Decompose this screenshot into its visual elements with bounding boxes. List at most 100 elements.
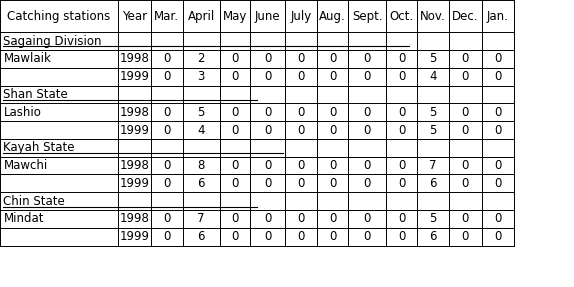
Text: 0: 0	[163, 159, 170, 172]
Text: 0: 0	[494, 230, 501, 243]
Text: 0: 0	[264, 106, 271, 119]
Text: 0: 0	[163, 70, 170, 83]
Text: Lashio: Lashio	[3, 106, 41, 119]
Text: Nov.: Nov.	[420, 9, 446, 23]
Text: Jan.: Jan.	[487, 9, 509, 23]
Text: 0: 0	[494, 106, 501, 119]
Text: 0: 0	[231, 230, 238, 243]
Text: 0: 0	[231, 52, 238, 65]
Text: Oct.: Oct.	[389, 9, 414, 23]
Text: 0: 0	[461, 159, 469, 172]
Text: 1998: 1998	[119, 52, 149, 65]
Text: 5: 5	[429, 52, 437, 65]
Text: 0: 0	[329, 70, 336, 83]
Text: 1998: 1998	[119, 159, 149, 172]
Text: 7: 7	[197, 212, 205, 226]
Text: 0: 0	[163, 123, 170, 137]
Text: Sept.: Sept.	[352, 9, 382, 23]
Text: 1999: 1999	[119, 70, 149, 83]
Text: 0: 0	[329, 212, 336, 226]
Text: 1998: 1998	[119, 106, 149, 119]
Text: 0: 0	[329, 177, 336, 190]
Text: 2: 2	[197, 52, 205, 65]
Text: 0: 0	[297, 230, 305, 243]
Text: 5: 5	[429, 212, 437, 226]
Text: 0: 0	[329, 106, 336, 119]
Text: 7: 7	[429, 159, 437, 172]
Text: 0: 0	[297, 212, 305, 226]
Text: 0: 0	[163, 52, 170, 65]
Text: 0: 0	[264, 212, 271, 226]
Text: 0: 0	[461, 212, 469, 226]
Text: Mindat: Mindat	[3, 212, 44, 226]
Text: 0: 0	[461, 177, 469, 190]
Text: Aug.: Aug.	[319, 9, 346, 23]
Text: 0: 0	[231, 123, 238, 137]
Text: 0: 0	[461, 106, 469, 119]
Text: 0: 0	[163, 106, 170, 119]
Text: 0: 0	[231, 177, 238, 190]
Text: 0: 0	[329, 230, 336, 243]
Text: Chin State: Chin State	[3, 195, 65, 208]
Text: 0: 0	[494, 70, 501, 83]
Text: 0: 0	[297, 52, 305, 65]
Text: 0: 0	[297, 177, 305, 190]
Text: April: April	[188, 9, 215, 23]
Text: 0: 0	[329, 159, 336, 172]
Text: 0: 0	[264, 177, 271, 190]
Text: 0: 0	[231, 212, 238, 226]
Text: 6: 6	[429, 230, 437, 243]
Text: 0: 0	[329, 52, 336, 65]
Text: Mawlaik: Mawlaik	[3, 52, 51, 65]
Text: 0: 0	[264, 230, 271, 243]
Text: 1998: 1998	[119, 212, 149, 226]
Text: 0: 0	[494, 123, 501, 137]
Text: Kayah State: Kayah State	[3, 141, 75, 154]
Text: 0: 0	[264, 159, 271, 172]
Text: 0: 0	[264, 70, 271, 83]
Text: 0: 0	[398, 177, 405, 190]
Text: 0: 0	[264, 123, 271, 137]
Text: 3: 3	[197, 70, 205, 83]
Text: 0: 0	[163, 212, 170, 226]
Text: 0: 0	[363, 230, 371, 243]
Text: 5: 5	[429, 106, 437, 119]
Text: 5: 5	[197, 106, 205, 119]
Text: 0: 0	[398, 159, 405, 172]
Text: 0: 0	[494, 177, 501, 190]
Text: Year: Year	[122, 9, 147, 23]
Text: 0: 0	[363, 159, 371, 172]
Text: 0: 0	[231, 159, 238, 172]
Text: June: June	[255, 9, 280, 23]
Text: 6: 6	[429, 177, 437, 190]
Text: 0: 0	[329, 123, 336, 137]
Text: 0: 0	[297, 70, 305, 83]
Text: Dec.: Dec.	[452, 9, 479, 23]
Text: 0: 0	[163, 177, 170, 190]
Text: 0: 0	[398, 212, 405, 226]
Text: 0: 0	[398, 230, 405, 243]
Text: 0: 0	[363, 70, 371, 83]
Text: 0: 0	[297, 159, 305, 172]
Text: 0: 0	[363, 212, 371, 226]
Text: 4: 4	[197, 123, 205, 137]
Text: 0: 0	[461, 123, 469, 137]
Text: 0: 0	[363, 106, 371, 119]
Text: 0: 0	[494, 212, 501, 226]
Text: 1999: 1999	[119, 177, 149, 190]
Text: 0: 0	[363, 52, 371, 65]
Text: 0: 0	[398, 106, 405, 119]
Text: 0: 0	[297, 106, 305, 119]
Text: 0: 0	[398, 70, 405, 83]
Text: 0: 0	[494, 52, 501, 65]
Text: 0: 0	[398, 52, 405, 65]
Text: Shan State: Shan State	[3, 88, 68, 101]
Text: 6: 6	[197, 230, 205, 243]
Text: 0: 0	[398, 123, 405, 137]
Text: Mawchi: Mawchi	[3, 159, 48, 172]
Text: Mar.: Mar.	[154, 9, 179, 23]
Text: Catching stations: Catching stations	[7, 9, 110, 23]
Text: 0: 0	[363, 177, 371, 190]
Text: July: July	[290, 9, 312, 23]
Text: 8: 8	[197, 159, 205, 172]
